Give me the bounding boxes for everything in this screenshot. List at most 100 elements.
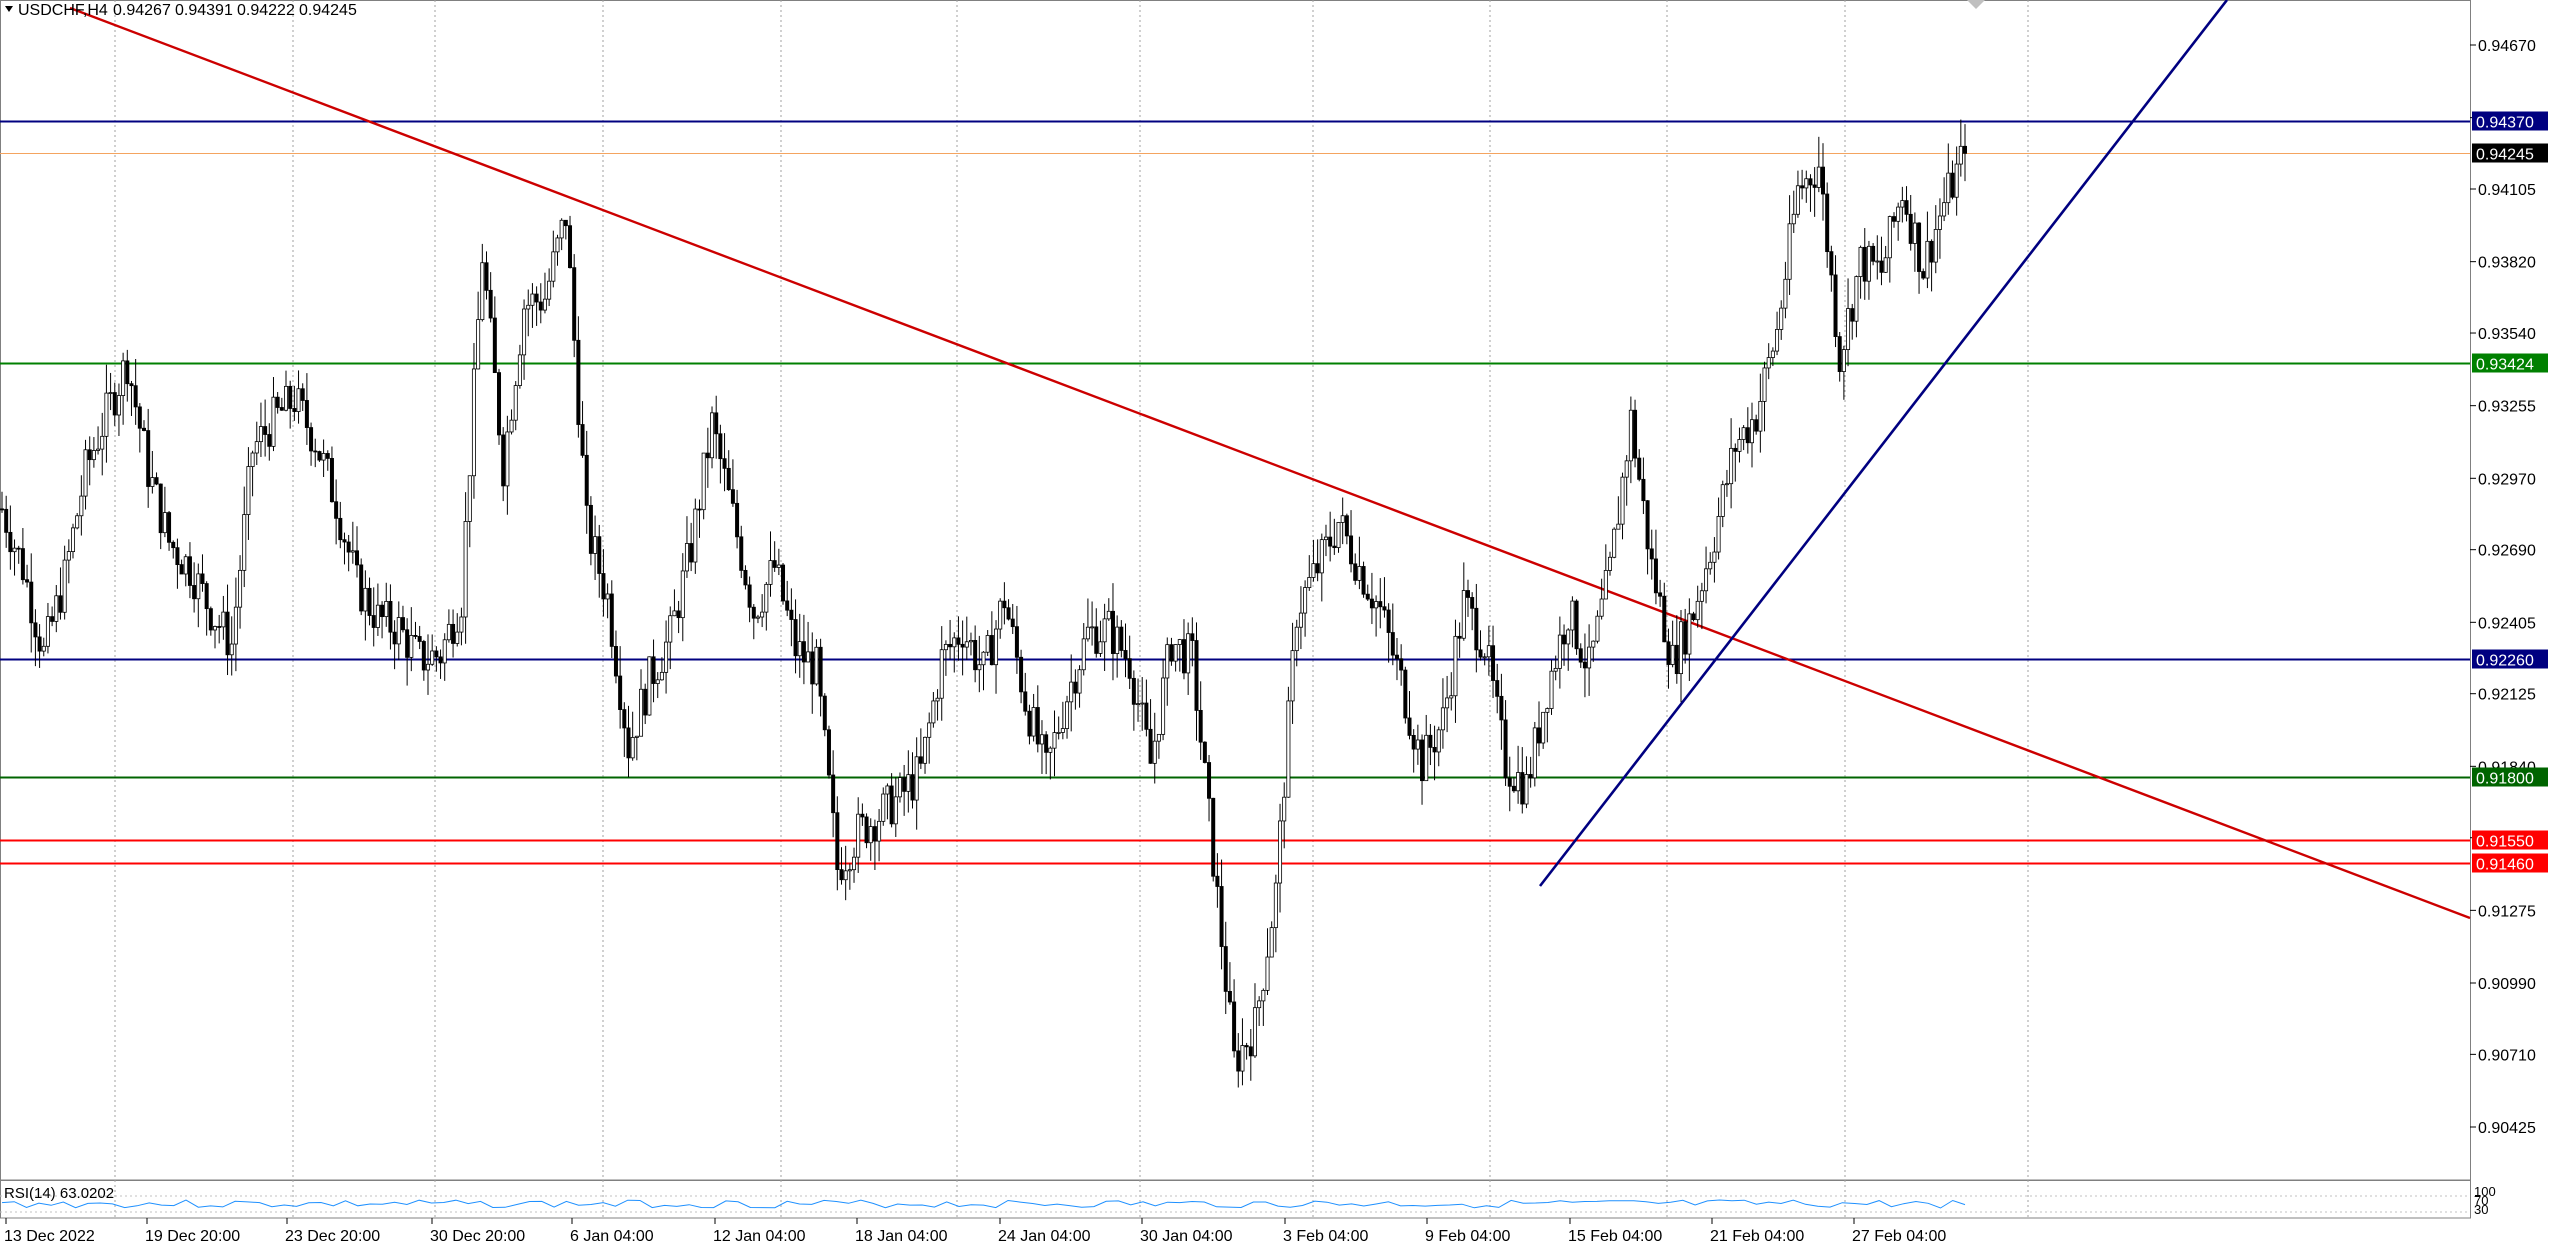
rsi-scale-30: 30 [2474,1202,2488,1217]
candle-body [1065,701,1070,729]
candle-body [392,631,397,645]
trendlines[interactable] [69,0,2471,920]
candle-body [1394,654,1399,660]
candle-body [246,466,251,515]
candle-body [1207,762,1212,799]
candle-body [551,251,556,282]
candle-body [1879,260,1884,273]
horizontal-levels[interactable] [0,120,2470,865]
candle-body [1633,409,1638,459]
candle-body [1871,245,1876,262]
candle-body [426,663,431,671]
ascending-trendline[interactable] [1538,0,2229,887]
candle-body [1211,797,1216,877]
candle-body [1649,548,1654,560]
candle-body [927,722,932,738]
candle-body [826,729,831,776]
candle-body [1545,708,1550,713]
candle-body [1562,634,1567,645]
candle-body [1933,229,1938,263]
candle-body [680,570,685,619]
candle-body [1023,691,1028,712]
candle-body [346,541,351,553]
candle-body [910,774,915,801]
candle-body [1637,457,1642,480]
candle-body [1854,276,1859,322]
candle-body [1119,626,1124,651]
candle-body [183,556,188,575]
candle-body [1002,600,1007,609]
candle-body [1432,746,1437,753]
candle-body [409,634,414,658]
candle-body [1937,215,1942,230]
candle-body [810,651,815,685]
level-label: 0.94245 [2476,147,2534,164]
candle-body [584,454,589,506]
candle-body [238,569,243,608]
candle-body [1662,595,1667,643]
candle-body [75,515,80,529]
price-axis[interactable]: 0.946700.943850.941050.938200.935400.932… [2470,38,2536,1137]
candle-body [225,611,230,656]
candle-body [1887,216,1892,259]
candle-body [417,636,422,642]
candle-body [743,569,748,586]
candle-body [672,610,677,617]
candle-body [914,756,919,801]
candle-body [501,434,506,487]
candle-body [1708,561,1713,570]
candle-body [1236,1050,1241,1072]
time-axis[interactable]: 13 Dec 2022 19 Dec 20:00 23 Dec 20:00 30 De… [4,1218,1946,1245]
candle-body [288,385,293,409]
candle-body [121,360,126,396]
candle-body [1511,785,1516,792]
candle-body [609,593,614,647]
candle-body [1495,680,1500,697]
candle-body [196,573,201,600]
candle-body [1954,163,1959,198]
candle-body [1846,308,1851,350]
candle-body [622,709,627,729]
candle-body [1624,460,1629,478]
level-label-bg [2472,649,2548,669]
candle-body [1186,633,1191,674]
candle-body [847,869,852,872]
candle-body [772,560,777,568]
candle-body [1858,246,1863,277]
candle-body [37,636,42,652]
candle-body [1357,566,1362,581]
symbol-label: USDCHF,H4 [18,2,108,19]
candle-body [1039,734,1044,745]
candle-body [852,856,857,871]
candle-body [1541,711,1546,744]
candle-body [964,641,969,648]
candle-body [1628,409,1633,462]
candle-body [797,641,802,657]
candle-body [977,664,982,671]
x-tick-label: 19 Dec 20:00 [145,1228,240,1245]
candle-body [250,452,255,467]
candle-body [897,777,902,798]
candle-body [1136,703,1141,706]
candle-body [45,616,50,647]
candle-body [154,477,159,485]
candle-body [1140,702,1145,705]
triangle-down-icon[interactable] [5,6,13,12]
candle-body [1353,563,1358,581]
candle-body [1269,927,1274,958]
descending-trendline[interactable] [69,6,2471,920]
candle-body [204,583,209,610]
candle-body [1566,629,1571,645]
candle-body [1156,733,1161,742]
candle-body [1248,1046,1253,1057]
candle-body [889,785,894,825]
candle-body [881,793,886,822]
candles [0,119,1968,1088]
level-label: 0.91800 [2476,771,2534,788]
candle-body [313,450,318,453]
candle-body [1332,545,1337,549]
x-tick-label: 21 Feb 04:00 [1710,1228,1804,1245]
candle-body [872,826,877,842]
candle-body [1090,626,1095,629]
